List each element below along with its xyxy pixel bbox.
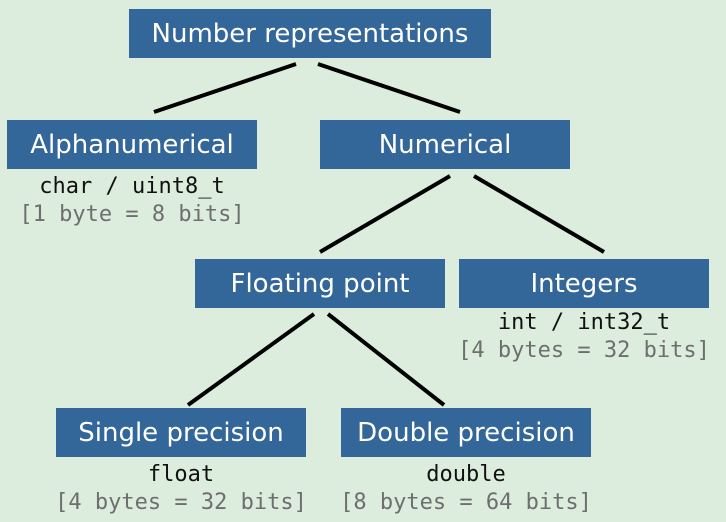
node-double-precision: Double precision xyxy=(341,408,591,457)
integers-type: int / int32_t xyxy=(497,310,671,335)
node-alphanumerical: Alphanumerical xyxy=(7,120,257,169)
alphanumerical-size: [1 byte = 8 bits] xyxy=(19,202,245,227)
double-precision-size: [8 bytes = 64 bits] xyxy=(340,490,592,515)
edge-root-alphanumerical xyxy=(153,62,297,114)
alphanumerical-type: char / uint8_t xyxy=(39,174,225,199)
edge-floating-single xyxy=(186,312,316,407)
edge-numerical-integers xyxy=(472,174,606,254)
integers-size: [4 bytes = 32 bits] xyxy=(458,338,710,363)
node-integers: Integers xyxy=(459,259,709,308)
single-precision-size: [4 bytes = 32 bits] xyxy=(55,490,307,515)
node-floating-point: Floating point xyxy=(195,259,445,308)
single-precision-type: float xyxy=(147,462,215,487)
edge-root-numerical xyxy=(317,62,461,114)
node-numerical: Numerical xyxy=(320,120,570,169)
edge-floating-double xyxy=(326,312,446,407)
node-number-representations: Number representations xyxy=(129,9,491,58)
node-single-precision: Single precision xyxy=(56,408,306,457)
edge-numerical-floating-point xyxy=(318,174,452,254)
double-precision-type: double xyxy=(426,462,506,487)
